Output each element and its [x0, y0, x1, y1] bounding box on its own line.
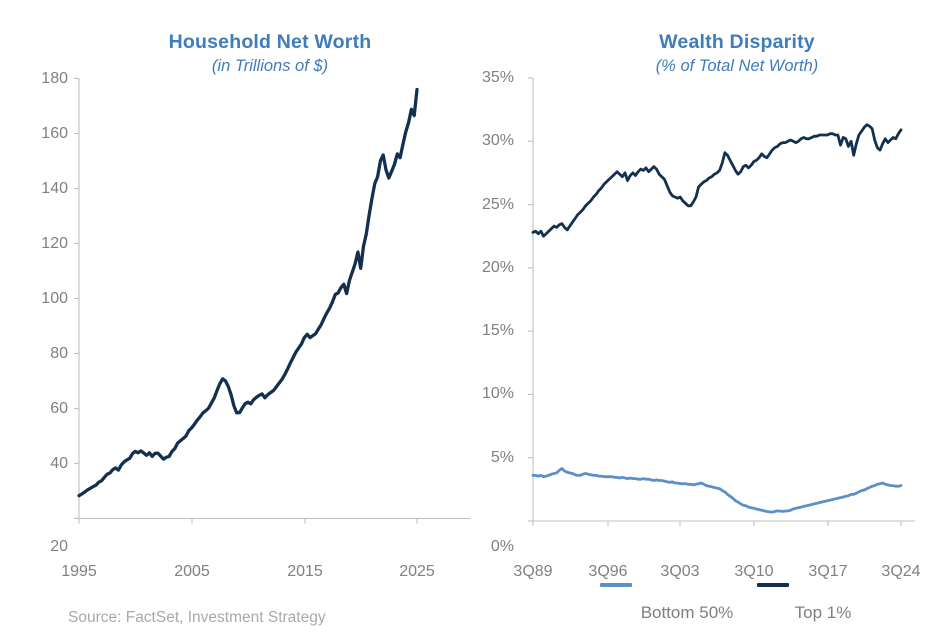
y-tick-label: 20: [50, 538, 68, 555]
left-chart-subtitle: (in Trillions of $): [211, 57, 329, 75]
series-line-bottom-50-: [531, 467, 903, 514]
series-line-household-net-worth: [77, 87, 419, 498]
y-tick-label: 60: [50, 399, 68, 417]
y-tick-label: 35%: [481, 69, 514, 86]
y-tick-label: 140: [41, 179, 68, 197]
x-tick-label: 3Q89: [513, 563, 553, 580]
right-chart-subtitle: (% of Total Net Worth): [655, 57, 819, 75]
x-tick-label: 1995: [61, 563, 97, 580]
y-tick-label: 15%: [481, 322, 514, 340]
y-tick-label: 0%: [490, 538, 514, 555]
left-chart-title: Household Net Worth: [168, 31, 372, 53]
x-tick-label: 3Q17: [808, 563, 848, 580]
x-tick-label: 3Q10: [734, 563, 774, 580]
legend-swatch-bottom-50: [600, 583, 632, 587]
x-tick-label: 3Q96: [588, 563, 628, 580]
y-tick-label: 10%: [481, 385, 514, 403]
y-tick-label: 40: [50, 454, 68, 472]
y-tick-label: 25%: [481, 195, 514, 213]
right-chart-title: Wealth Disparity: [659, 31, 815, 53]
x-tick-label: 2025: [399, 563, 435, 580]
y-tick-label: 180: [41, 69, 68, 87]
x-tick-label: 3Q03: [660, 563, 700, 580]
legend-label-bottom-50: Bottom 50%: [640, 603, 734, 622]
y-tick-label: 5%: [490, 448, 514, 466]
y-tick-label: 30%: [481, 132, 514, 150]
x-tick-label: 3Q24: [881, 563, 921, 580]
legend-swatch-top-1: [757, 583, 789, 587]
series-line-top-1-: [531, 123, 903, 238]
source-note: Source: FactSet, Investment Strategy: [68, 609, 326, 626]
y-tick-label: 80: [50, 344, 68, 362]
y-tick-label: 20%: [481, 258, 514, 276]
x-tick-label: 2015: [287, 563, 323, 580]
y-tick-label: 120: [41, 234, 68, 252]
x-tick-label: 2005: [174, 563, 210, 580]
y-tick-label: 160: [41, 124, 68, 142]
legend-label-top-1: Top 1%: [794, 603, 852, 622]
y-tick-label: 100: [41, 289, 68, 307]
